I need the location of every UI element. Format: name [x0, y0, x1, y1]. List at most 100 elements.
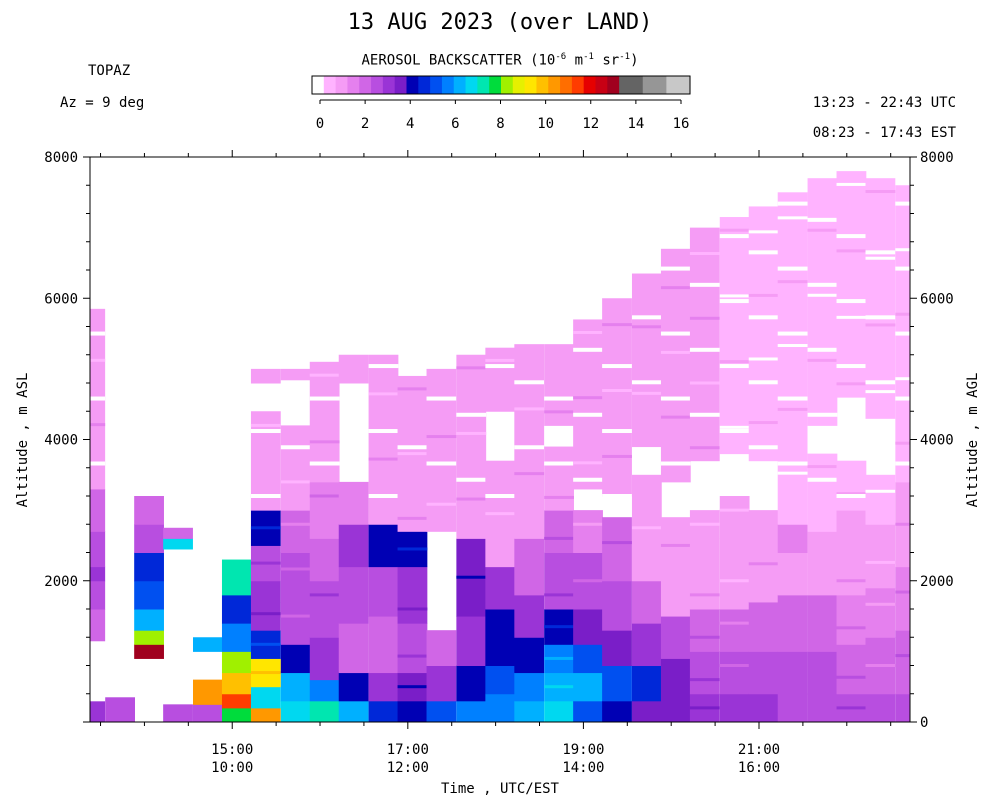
backscatter-streak — [456, 431, 487, 435]
backscatter-gap-streak — [895, 461, 911, 466]
backscatter-cell — [836, 644, 867, 695]
backscatter-gap-streak — [865, 250, 896, 255]
backscatter-cell — [807, 178, 838, 426]
backscatter-cell — [836, 594, 867, 645]
backscatter-streak — [895, 522, 911, 526]
backscatter-cell — [485, 566, 516, 610]
backscatter-gap-streak — [719, 234, 750, 239]
backscatter-gap-streak — [456, 412, 487, 417]
backscatter-cell — [660, 658, 691, 695]
backscatter-cell — [250, 368, 281, 384]
backscatter-cell — [280, 700, 311, 723]
backscatter-streak — [895, 312, 911, 316]
backscatter-cell — [309, 637, 340, 681]
backscatter-streak — [689, 446, 720, 450]
backscatter-gap-streak — [90, 396, 106, 401]
backscatter-streak — [544, 536, 574, 540]
backscatter-cell — [309, 481, 340, 539]
colorbar-swatch — [595, 76, 608, 94]
backscatter-cell — [689, 227, 720, 462]
backscatter-streak — [250, 423, 281, 427]
backscatter-cell — [368, 700, 399, 723]
backscatter-gap-streak — [368, 494, 399, 498]
backscatter-streak — [485, 358, 516, 362]
backscatter-streak — [90, 358, 106, 362]
x-tick-label-utc: 19:00 — [562, 742, 604, 758]
colorbar-swatch — [323, 76, 337, 94]
backscatter-cell — [338, 566, 369, 624]
backscatter-streak — [660, 415, 691, 419]
colorbar-frame — [311, 75, 691, 95]
backscatter-cell — [338, 623, 369, 674]
backscatter-cell — [865, 693, 896, 723]
colorbar-tick-label: 14 — [627, 116, 644, 132]
backscatter-gap-streak — [895, 266, 911, 271]
backscatter-streak — [836, 315, 867, 319]
backscatter-streak — [836, 382, 867, 386]
backscatter-cell — [719, 651, 750, 695]
backscatter-cell — [544, 344, 574, 426]
backscatter-streak — [807, 293, 838, 297]
backscatter-cell — [338, 524, 369, 568]
backscatter-gap-streak — [602, 429, 632, 434]
backscatter-cell — [689, 510, 720, 610]
backscatter-gap-streak — [865, 380, 896, 385]
backscatter-streak — [456, 366, 487, 370]
backscatter-gap-streak — [807, 217, 838, 222]
backscatter-cell — [719, 693, 750, 723]
backscatter-streak — [719, 294, 750, 298]
backscatter-streak — [660, 286, 691, 290]
colorbar-swatch — [394, 76, 408, 94]
backscatter-cell — [280, 368, 311, 384]
backscatter-streak — [573, 330, 603, 334]
backscatter-gap-streak — [865, 315, 896, 320]
backscatter-cell — [719, 609, 750, 652]
backscatter-streak — [895, 377, 911, 381]
backscatter-streak — [719, 508, 750, 512]
backscatter-cell — [836, 460, 867, 511]
x-tick-label-est: 10:00 — [211, 760, 253, 776]
chart-title: 13 AUG 2023 (over LAND) — [347, 10, 653, 35]
backscatter-cell — [90, 700, 106, 723]
backscatter-cell — [485, 665, 516, 695]
backscatter-streak — [280, 480, 311, 484]
colorbar-swatch — [512, 76, 526, 94]
backscatter-cell — [573, 700, 603, 723]
backscatter-cell — [748, 538, 779, 603]
backscatter-gap-streak — [836, 364, 867, 369]
backscatter-gap-streak — [777, 201, 808, 206]
backscatter-streak — [397, 607, 428, 611]
backscatter-streak — [865, 602, 896, 606]
colorbar-swatch — [406, 76, 419, 94]
backscatter-streak — [689, 593, 720, 597]
backscatter-streak — [748, 357, 779, 361]
backscatter-gap-streak — [689, 282, 720, 287]
backscatter-cell — [631, 665, 662, 702]
backscatter-streak — [777, 216, 808, 220]
backscatter-streak — [895, 248, 911, 252]
colorbar-swatch — [359, 76, 372, 94]
backscatter-cell — [777, 693, 808, 723]
backscatter-gap-streak — [485, 364, 516, 369]
backscatter-cell — [748, 510, 779, 539]
backscatter-streak — [397, 516, 428, 520]
backscatter-gap-streak — [250, 494, 281, 498]
backscatter-cell — [90, 488, 106, 532]
colorbar-swatch — [441, 76, 455, 94]
x-tick-label-utc: 21:00 — [738, 742, 780, 758]
colorbar-tick-label: 10 — [537, 116, 554, 132]
colorbar-swatch — [536, 76, 549, 94]
backscatter-streak — [514, 472, 545, 476]
backscatter-streak — [865, 560, 896, 564]
backscatter-streak — [456, 575, 487, 579]
backscatter-gap-streak — [426, 461, 457, 466]
backscatter-streak — [865, 190, 896, 194]
backscatter-cell — [338, 481, 369, 525]
backscatter-cell — [895, 693, 911, 723]
backscatter-cell — [660, 248, 691, 483]
backscatter-cell — [836, 510, 867, 596]
colorbar-swatch — [489, 76, 502, 94]
backscatter-streak — [250, 526, 281, 530]
backscatter-gap-streak — [544, 396, 574, 401]
backscatter-gap-streak — [309, 396, 340, 401]
